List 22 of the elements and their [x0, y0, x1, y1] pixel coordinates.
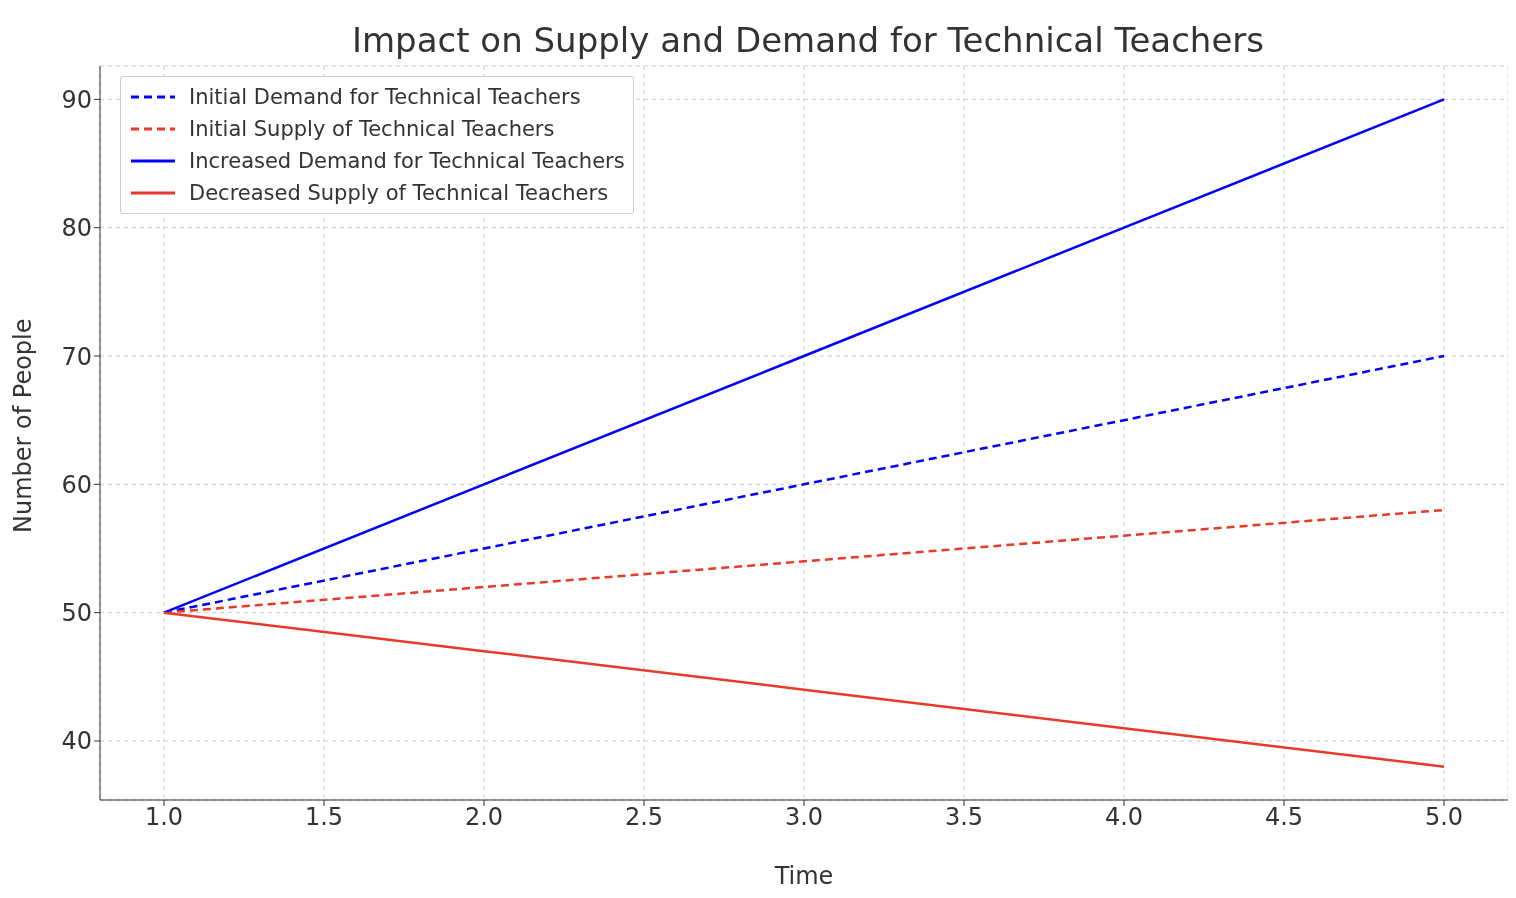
x-tick-label: 2.0 — [464, 803, 504, 832]
legend-label: Initial Demand for Technical Teachers — [189, 85, 581, 109]
y-tick-label: 90 — [61, 85, 92, 114]
legend-label: Initial Supply of Technical Teachers — [189, 117, 555, 141]
x-tick-label: 1.5 — [304, 803, 344, 832]
y-axis-title: Number of People — [8, 318, 37, 533]
y-tick-label: 40 — [61, 727, 92, 756]
x-tick-label: 1.0 — [144, 803, 184, 832]
chart-title: Impact on Supply and Demand for Technical Teachers — [350, 20, 1266, 60]
y-tick-label: 80 — [61, 214, 92, 243]
x-tick-label: 3.0 — [784, 803, 824, 832]
x-tick-label: 4.0 — [1104, 803, 1144, 832]
legend-label: Decreased Supply of Technical Teachers — [189, 181, 609, 205]
y-tick-label: 60 — [61, 470, 92, 499]
x-tick-label: 4.5 — [1264, 803, 1304, 832]
x-tick-label: 5.0 — [1424, 803, 1464, 832]
y-tick-label: 50 — [61, 599, 92, 628]
x-tick-label: 3.5 — [944, 803, 984, 832]
legend-label: Increased Demand for Technical Teachers — [189, 149, 625, 173]
y-tick-label: 70 — [61, 342, 92, 371]
x-axis-title: Time — [773, 862, 834, 890]
x-tick-label: 2.5 — [624, 803, 664, 832]
